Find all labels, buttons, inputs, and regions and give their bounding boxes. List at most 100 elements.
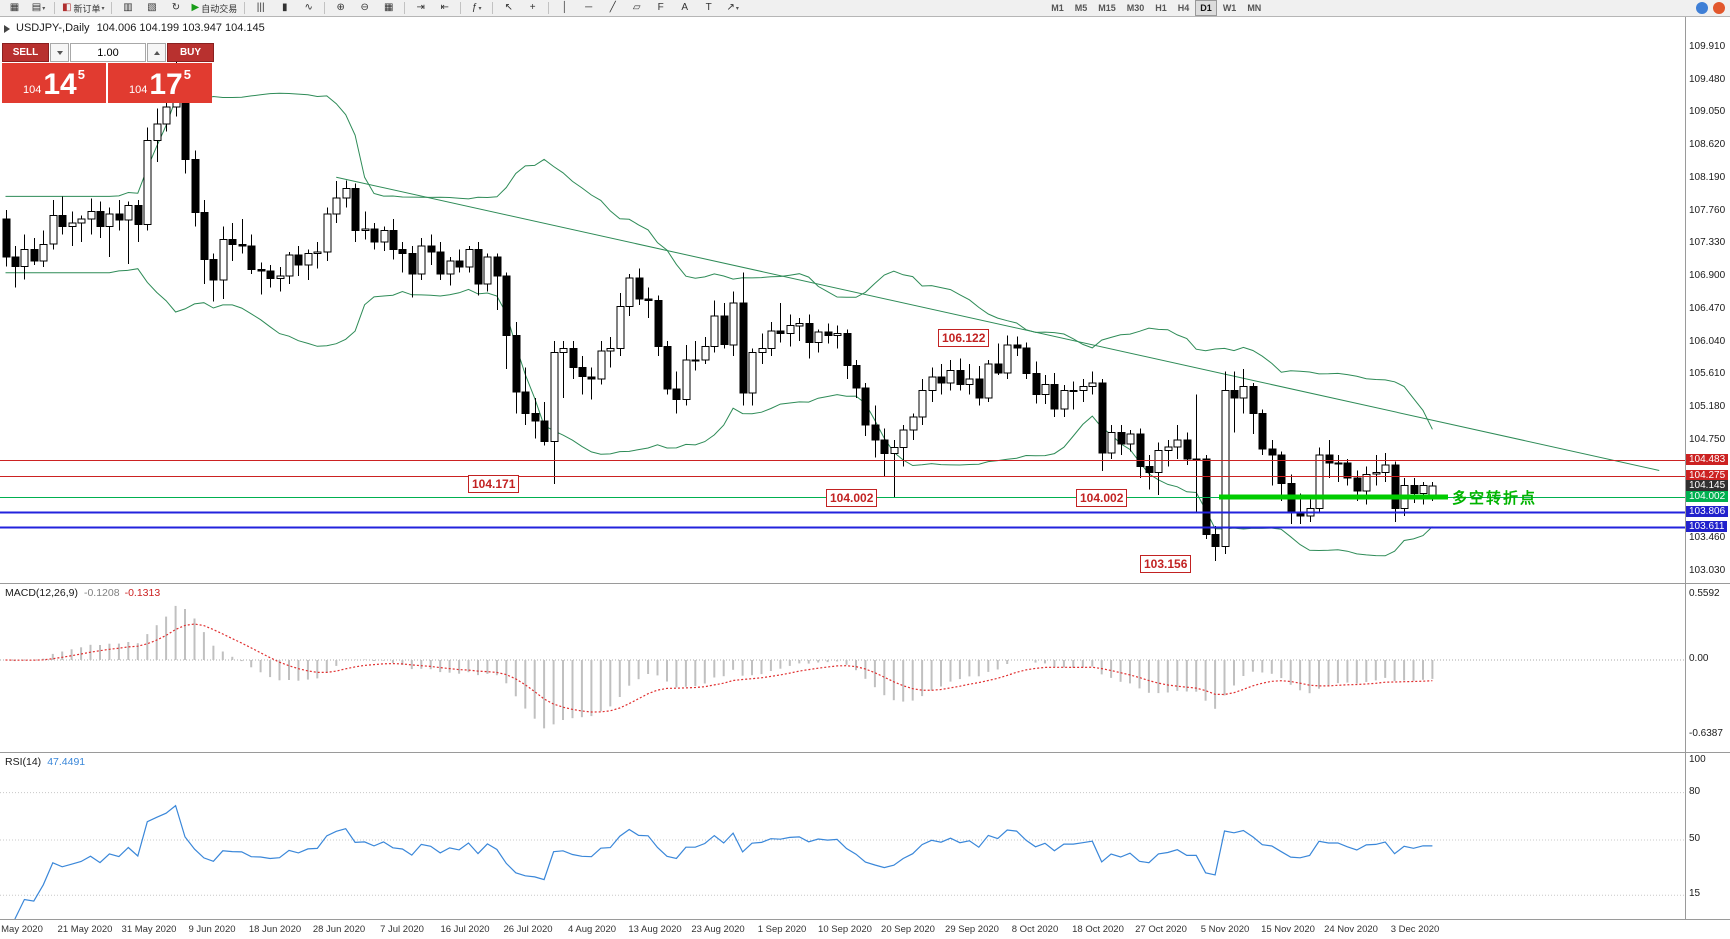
price-label-104.002[interactable]: 104.002	[826, 489, 878, 507]
chevron-down-icon: ▾	[478, 5, 482, 12]
axis-separator	[1685, 17, 1686, 919]
buy-price-display[interactable]: 104 17 5	[108, 63, 212, 103]
cursor-tool-button[interactable]: ↖	[497, 0, 520, 17]
toolbar-separator	[111, 2, 113, 14]
date-label: 27 Oct 2020	[1135, 924, 1187, 935]
turning-point-level[interactable]	[1219, 494, 1448, 500]
indicators-list-button[interactable]: ƒ ▾	[465, 0, 488, 17]
vertical-line-tool-button[interactable]: │	[553, 0, 576, 17]
macd-histogram	[13, 605, 1434, 729]
tile-windows-icon: ▦	[383, 2, 394, 13]
data-window-icon: ▧	[147, 2, 157, 13]
date-label: 28 Jun 2020	[312, 924, 366, 935]
refresh-button[interactable]: ↻	[164, 0, 187, 17]
timeframe-h4-button[interactable]: H4	[1177, 3, 1190, 13]
timeframe-w1-button[interactable]: W1	[1222, 3, 1237, 13]
arrows-tool-button[interactable]: ↗ ▾	[721, 0, 744, 17]
date-label: 10 Sep 2020	[818, 924, 872, 935]
zoom-out-button[interactable]: ⊖	[353, 0, 376, 17]
refresh-icon: ↻	[171, 2, 181, 13]
new-order-label: 新订单	[73, 3, 101, 14]
profiles-button[interactable]: ▤ ▾	[27, 0, 50, 17]
bollinger-lower-band[interactable]	[5, 268, 1433, 557]
tile-windows-button[interactable]: ▦	[377, 0, 400, 17]
zoom-in-button[interactable]: ⊕	[329, 0, 352, 17]
fibonacci-tool-button[interactable]: F	[649, 0, 672, 17]
chart-header: USDJPY-,Daily 104.006 104.199 103.947 104…	[16, 22, 265, 34]
vertical-line-tool-icon: │	[561, 2, 568, 13]
line-chart-mode-button[interactable]: ∿	[297, 0, 320, 17]
macd-indicator-panel[interactable]: MACD(12,26,9) -0.1208 -0.1313	[0, 583, 1730, 752]
volume-up-button[interactable]	[147, 43, 166, 62]
date-label: 8 Oct 2020	[1011, 924, 1059, 935]
descending-trendline[interactable]	[336, 176, 1660, 471]
chart-annotations-layer: 104.171 106.122 104.002 104.002 103.156 多空转折点	[0, 17, 1730, 939]
chart-title: USDJPY-,Daily	[16, 22, 90, 34]
toolbar-separator	[324, 2, 326, 14]
time-axis[interactable]: May 2020 21 May 2020 31 May 2020 9 Jun 2020…	[0, 919, 1730, 939]
volume-down-button[interactable]	[50, 43, 69, 62]
timeframe-h1-button[interactable]: H1	[1155, 3, 1167, 13]
date-label: 9 Jun 2020	[188, 924, 236, 935]
crosshair-tool-button[interactable]: +	[521, 0, 544, 17]
rsi-label: RSI(14) 47.4491	[5, 756, 86, 768]
timeframe-m1-button[interactable]: M1	[1051, 3, 1064, 13]
timeframe-m15-button[interactable]: M15	[1098, 3, 1116, 13]
chart-window[interactable]: USDJPY-,Daily 104.006 104.199 103.947 104…	[0, 17, 1730, 939]
channel-tool-button[interactable]: ▱	[625, 0, 648, 17]
price-label-104.171[interactable]: 104.171	[468, 475, 520, 493]
new-order-button[interactable]: ◧ 新订单 ▾	[59, 0, 107, 17]
horizontal-line-tool-icon: ─	[585, 2, 593, 13]
news-alert-icon[interactable]	[1713, 2, 1725, 14]
trendline-tool-button[interactable]: ╱	[601, 0, 624, 17]
rsi-value: 47.4491	[47, 756, 86, 768]
trendline-tool-icon: ╱	[609, 2, 616, 13]
main-price-panel[interactable]: USDJPY-,Daily 104.006 104.199 103.947 104…	[0, 17, 1730, 583]
candlestick-series[interactable]	[2, 51, 1437, 562]
chart-list-icon: ▥	[123, 2, 133, 13]
bar-chart-mode-button[interactable]: |||	[249, 0, 272, 17]
turning-point-note[interactable]: 多空转折点	[1452, 490, 1538, 507]
indicators-list-icon: ƒ	[471, 2, 478, 13]
price-label-106.122[interactable]: 106.122	[938, 329, 990, 347]
sell-price-big: 14	[43, 68, 77, 101]
new-chart-button[interactable]: ▦	[3, 0, 26, 17]
auto-trading-label: 自动交易	[201, 3, 238, 14]
price-label-104.002[interactable]: 104.002	[1076, 489, 1128, 507]
chart-shift-button[interactable]: ⇤	[433, 0, 456, 17]
buy-price-pipette: 5	[183, 67, 191, 82]
auto-scroll-button[interactable]: ⇥	[409, 0, 432, 17]
buy-button[interactable]: BUY	[167, 43, 214, 62]
one-click-toggle-icon[interactable]	[4, 25, 10, 33]
price-label-103.156[interactable]: 103.156	[1140, 555, 1192, 573]
sell-button[interactable]: SELL	[2, 43, 49, 62]
horizontal-line-tool-button[interactable]: ─	[577, 0, 600, 17]
auto-trading-button[interactable]: ▶ 自动交易	[188, 0, 240, 17]
candlestick-mode-button[interactable]: ▮	[273, 0, 296, 17]
text-tool-button[interactable]: A	[673, 0, 696, 17]
sell-price-display[interactable]: 104 14 5	[2, 63, 106, 103]
community-icon[interactable]	[1696, 2, 1708, 14]
auto-trading-icon: ▶	[191, 2, 200, 13]
toolbar-separator	[460, 2, 462, 14]
date-label: 7 Jul 2020	[380, 924, 424, 935]
chart-shift-icon: ⇤	[440, 2, 449, 13]
new-chart-icon: ▦	[9, 2, 20, 13]
timeframe-mn-button[interactable]: MN	[1247, 3, 1262, 13]
rsi-indicator-panel[interactable]: RSI(14) 47.4491	[0, 752, 1730, 920]
volume-input[interactable]	[70, 43, 146, 62]
timeframe-m30-button[interactable]: M30	[1126, 3, 1145, 13]
date-label: May 2020	[1, 924, 43, 935]
label-tool-button[interactable]: T	[697, 0, 720, 17]
timeframe-d1-button[interactable]: D1	[1195, 0, 1217, 16]
chart-list-button[interactable]: ▥	[116, 0, 139, 17]
data-window-button[interactable]: ▧	[140, 0, 163, 17]
macd-signal-line	[5, 623, 1433, 713]
sell-price-prefix: 104	[23, 84, 42, 96]
date-label: 18 Oct 2020	[1072, 924, 1124, 935]
timeframe-m5-button[interactable]: M5	[1074, 3, 1088, 13]
macd-main-value: -0.1208	[83, 587, 120, 599]
date-label: 5 Nov 2020	[1200, 924, 1250, 935]
bollinger-upper-band[interactable]	[5, 92, 1433, 430]
toolbar-separator	[492, 2, 494, 14]
